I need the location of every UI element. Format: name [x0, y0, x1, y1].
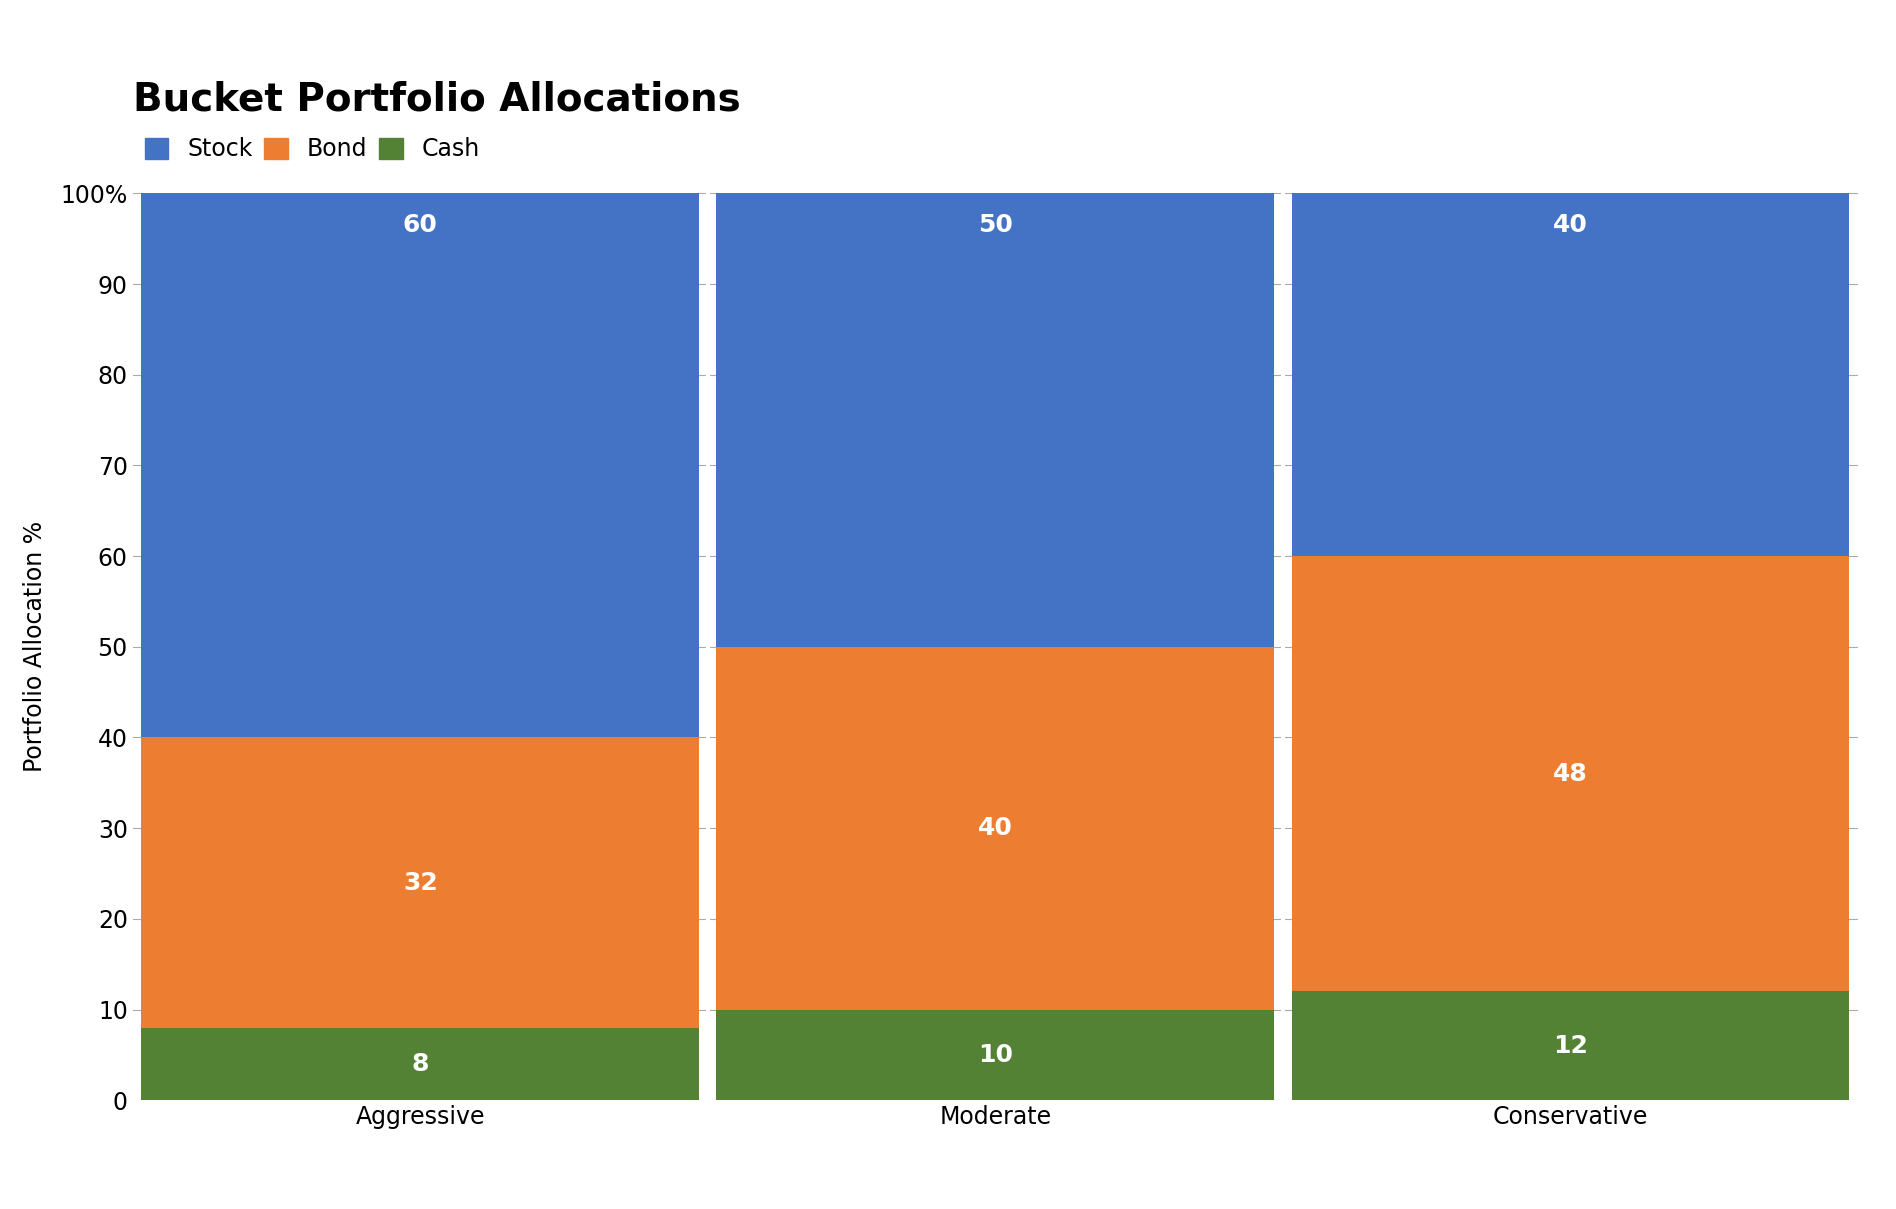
Bar: [717, 647, 1274, 1010]
Bar: [142, 193, 700, 737]
Text: 60: 60: [402, 213, 438, 237]
Text: 12: 12: [1553, 1034, 1589, 1058]
Bar: [142, 737, 700, 1028]
Bar: [1291, 193, 1849, 556]
Text: 48: 48: [1553, 762, 1587, 786]
Text: Bucket Portfolio Allocations: Bucket Portfolio Allocations: [133, 80, 741, 118]
Y-axis label: Portfolio Allocation %: Portfolio Allocation %: [23, 521, 47, 773]
Bar: [1291, 991, 1849, 1100]
Text: 50: 50: [978, 213, 1012, 237]
Bar: [717, 193, 1274, 647]
Legend: Stock, Bond, Cash: Stock, Bond, Cash: [144, 138, 480, 161]
Text: 32: 32: [404, 870, 438, 895]
Text: 10: 10: [978, 1043, 1012, 1066]
Text: 8: 8: [411, 1052, 428, 1076]
Bar: [142, 1028, 700, 1100]
Bar: [717, 1010, 1274, 1100]
Text: 40: 40: [978, 816, 1012, 840]
Text: 40: 40: [1553, 213, 1589, 237]
Bar: [1291, 556, 1849, 991]
